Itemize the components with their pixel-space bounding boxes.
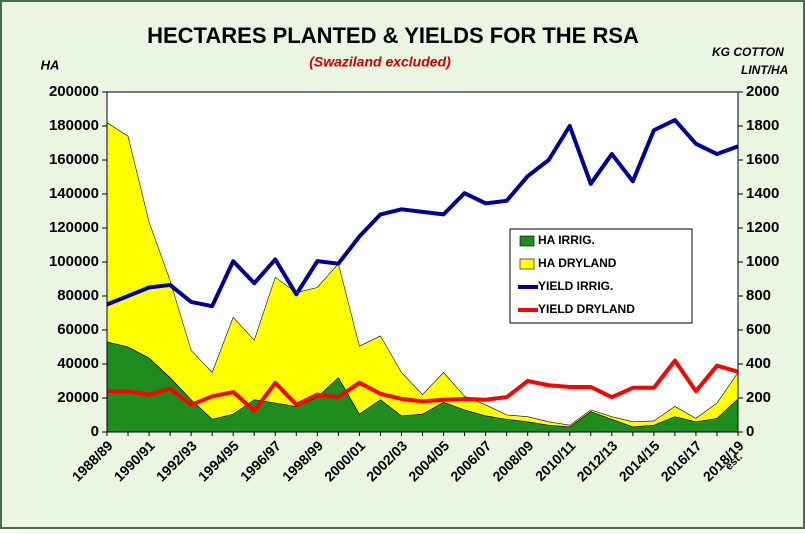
legend-label: HA IRRIG. — [538, 233, 595, 247]
chart-title: HECTARES PLANTED & YIELDS FOR THE RSA — [147, 23, 639, 48]
y2-tick-label: 200 — [746, 389, 771, 406]
y-tick-label: 0 — [91, 423, 99, 440]
y2-tick-label: 1600 — [746, 151, 779, 168]
y2-tick-label: 1000 — [746, 253, 779, 270]
y2-tick-label: 1400 — [746, 185, 779, 202]
line — [106, 118, 739, 309]
y2-tick-label: 2000 — [746, 83, 779, 100]
y-tick-label: 100000 — [49, 253, 99, 270]
y2-tick-label: 1800 — [746, 117, 779, 134]
y-tick-label: 80000 — [57, 287, 99, 304]
y2-tick-label: 800 — [746, 287, 771, 304]
y-tick-label: 160000 — [49, 151, 99, 168]
y2-tick-label: 600 — [746, 321, 771, 338]
legend-swatch — [519, 258, 535, 270]
y-axis-label: HA — [41, 57, 60, 72]
legend-box — [509, 228, 693, 324]
line — [107, 358, 739, 413]
y-tick-label: 140000 — [49, 185, 99, 202]
y2-tick-label: 400 — [746, 355, 771, 372]
y-tick-label: 180000 — [49, 117, 99, 134]
y2-tick-label: 1200 — [746, 219, 779, 236]
y-tick-label: 40000 — [57, 355, 99, 372]
y-tick-label: 60000 — [57, 321, 99, 338]
legend-label: YIELD DRYLAND — [538, 302, 635, 316]
y2-axis-label: LINT/HA — [741, 63, 788, 77]
legend-swatch — [519, 235, 535, 247]
y2-axis-label: KG COTTON — [712, 45, 784, 59]
legend-label: HA DRYLAND — [538, 256, 617, 270]
y-tick-label: 120000 — [49, 219, 99, 236]
y2-tick-label: 0 — [746, 423, 754, 440]
y-tick-label: 20000 — [57, 389, 99, 406]
y-tick-label: 200000 — [49, 83, 99, 100]
chart-subtitle: (Swaziland excluded) — [309, 54, 451, 70]
legend-label: YIELD IRRIG. — [538, 279, 613, 293]
